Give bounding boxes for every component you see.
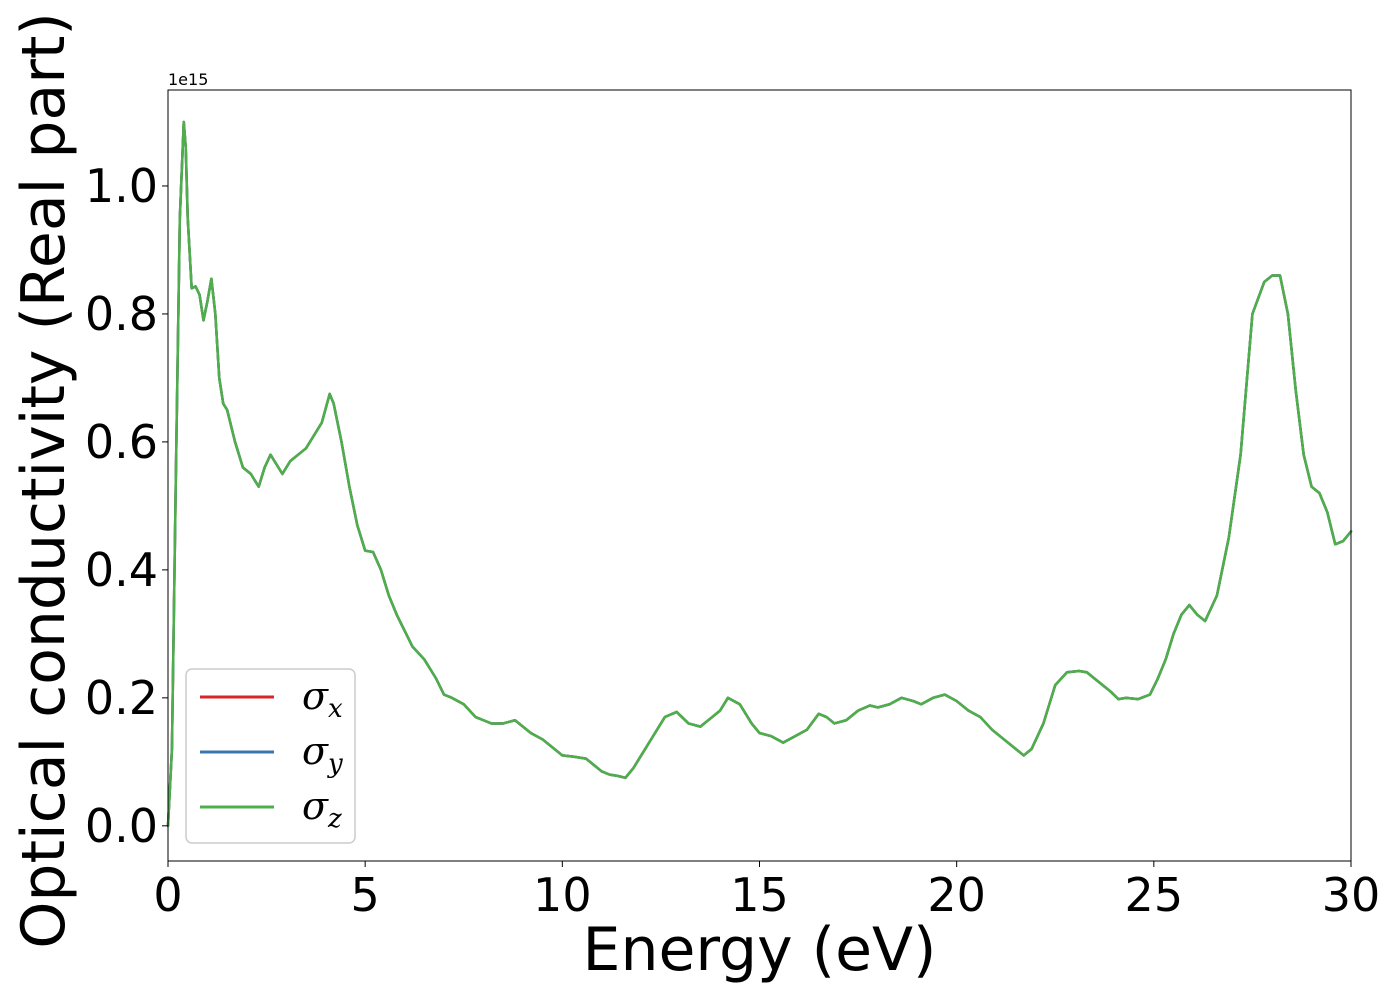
y-tick-label: 1.0 (85, 159, 158, 213)
y-tick-label: 0.4 (85, 543, 158, 597)
legend-label: σz (302, 784, 342, 834)
legend-label: σy (302, 729, 343, 779)
series-line-3 (166, 120, 1353, 828)
x-axis-title: Energy (eV) (583, 915, 937, 985)
x-tick-label: 10 (533, 868, 592, 922)
x-tick-label: 25 (1125, 868, 1184, 922)
y-offset-label: 1e15 (168, 70, 208, 89)
y-axis-title: Optical conductivity (Real part) (9, 12, 79, 949)
ticks-layer: 0 5 10 15 20 25 30 0.0 0.2 0.4 0.6 0.8 1.0 (85, 159, 1380, 922)
y-tick-label: 0.2 (85, 671, 158, 725)
y-tick-label: 0.0 (85, 799, 158, 853)
legend-box (185, 668, 356, 844)
x-tick-label: 20 (927, 868, 986, 922)
y-tick-label: 0.6 (85, 415, 158, 469)
series-layer (166, 120, 1353, 828)
x-tick-label: 5 (351, 868, 380, 922)
x-tick-label: 0 (153, 868, 182, 922)
x-tick-label: 30 (1322, 868, 1381, 922)
x-tick-label: 15 (730, 868, 789, 922)
legend-label: σx (302, 674, 343, 724)
y-tick-label: 0.8 (85, 287, 158, 341)
